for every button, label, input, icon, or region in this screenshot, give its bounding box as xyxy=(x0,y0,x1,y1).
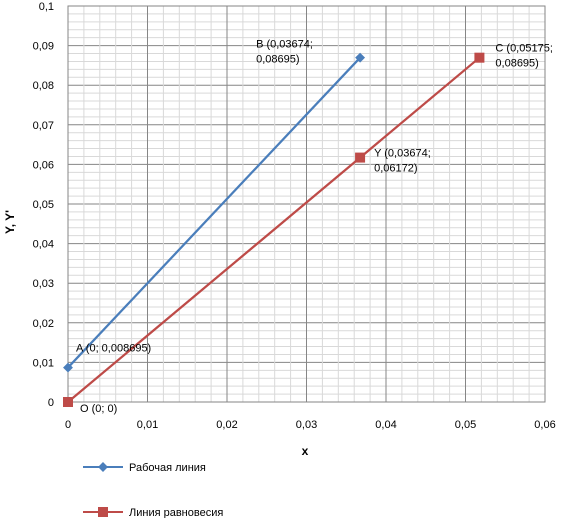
x-axis-ticks: 0 0,01 0,02 0,03 0,04 0,05 0,06 xyxy=(65,419,556,431)
data-label: B (0,03674; 0,08695) xyxy=(256,39,313,66)
y-axis-ticks: 0 0,01 0,02 0,03 0,04 0,05 0,06 0,07 0,08 0,09 0,1 xyxy=(33,1,54,409)
y-tick-label: 0,01 xyxy=(33,357,54,369)
y-tick-label: 0,1 xyxy=(39,1,54,13)
data-label: C (0,05175; 0,08695) xyxy=(495,43,552,70)
legend-label-working: Рабочая линия xyxy=(129,462,206,474)
y-tick-label: 0,02 xyxy=(33,318,54,330)
x-tick-label: 0 xyxy=(65,419,71,431)
y-tick-label: 0,06 xyxy=(33,159,54,171)
grid xyxy=(67,5,546,403)
x-tick-label: 0,06 xyxy=(534,419,555,431)
y-tick-label: 0 xyxy=(48,397,54,409)
y-tick-label: 0,08 xyxy=(33,80,54,92)
x-tick-label: 0,01 xyxy=(137,419,158,431)
y-axis-title: Y, Y' xyxy=(3,210,17,234)
y-tick-label: 0,04 xyxy=(33,239,54,251)
series-line xyxy=(67,56,361,369)
x-tick-label: 0,03 xyxy=(296,419,317,431)
data-label: O (0; 0) xyxy=(80,403,117,415)
legend-label-equilibrium: Линия равновесия xyxy=(129,507,223,518)
legend-item-equilibrium-line: Линия равновесия xyxy=(83,507,223,518)
y-tick-label: 0,03 xyxy=(33,278,54,290)
data-label: Y (0,03674; 0,06172) xyxy=(374,148,431,175)
data-point-marker xyxy=(63,397,73,407)
x-axis-title: x xyxy=(302,444,309,458)
x-tick-label: 0,04 xyxy=(375,419,396,431)
plot-area-frame xyxy=(67,5,546,403)
series-layer xyxy=(63,52,485,407)
y-tick-label: 0,09 xyxy=(33,41,54,53)
data-point-marker xyxy=(355,152,366,163)
x-tick-label: 0,02 xyxy=(216,419,237,431)
data-labels: A (0; 0,008695) B (0,03674; 0,08695) O (0; … xyxy=(76,39,553,415)
data-label: A (0; 0,008695) xyxy=(76,343,151,355)
legend-square-marker xyxy=(98,507,108,517)
legend: Рабочая линия Линия равновесия xyxy=(83,462,223,518)
y-tick-label: 0,05 xyxy=(33,199,54,211)
x-tick-label: 0,05 xyxy=(455,419,476,431)
data-point-marker xyxy=(474,52,485,63)
y-tick-label: 0,07 xyxy=(33,120,54,132)
